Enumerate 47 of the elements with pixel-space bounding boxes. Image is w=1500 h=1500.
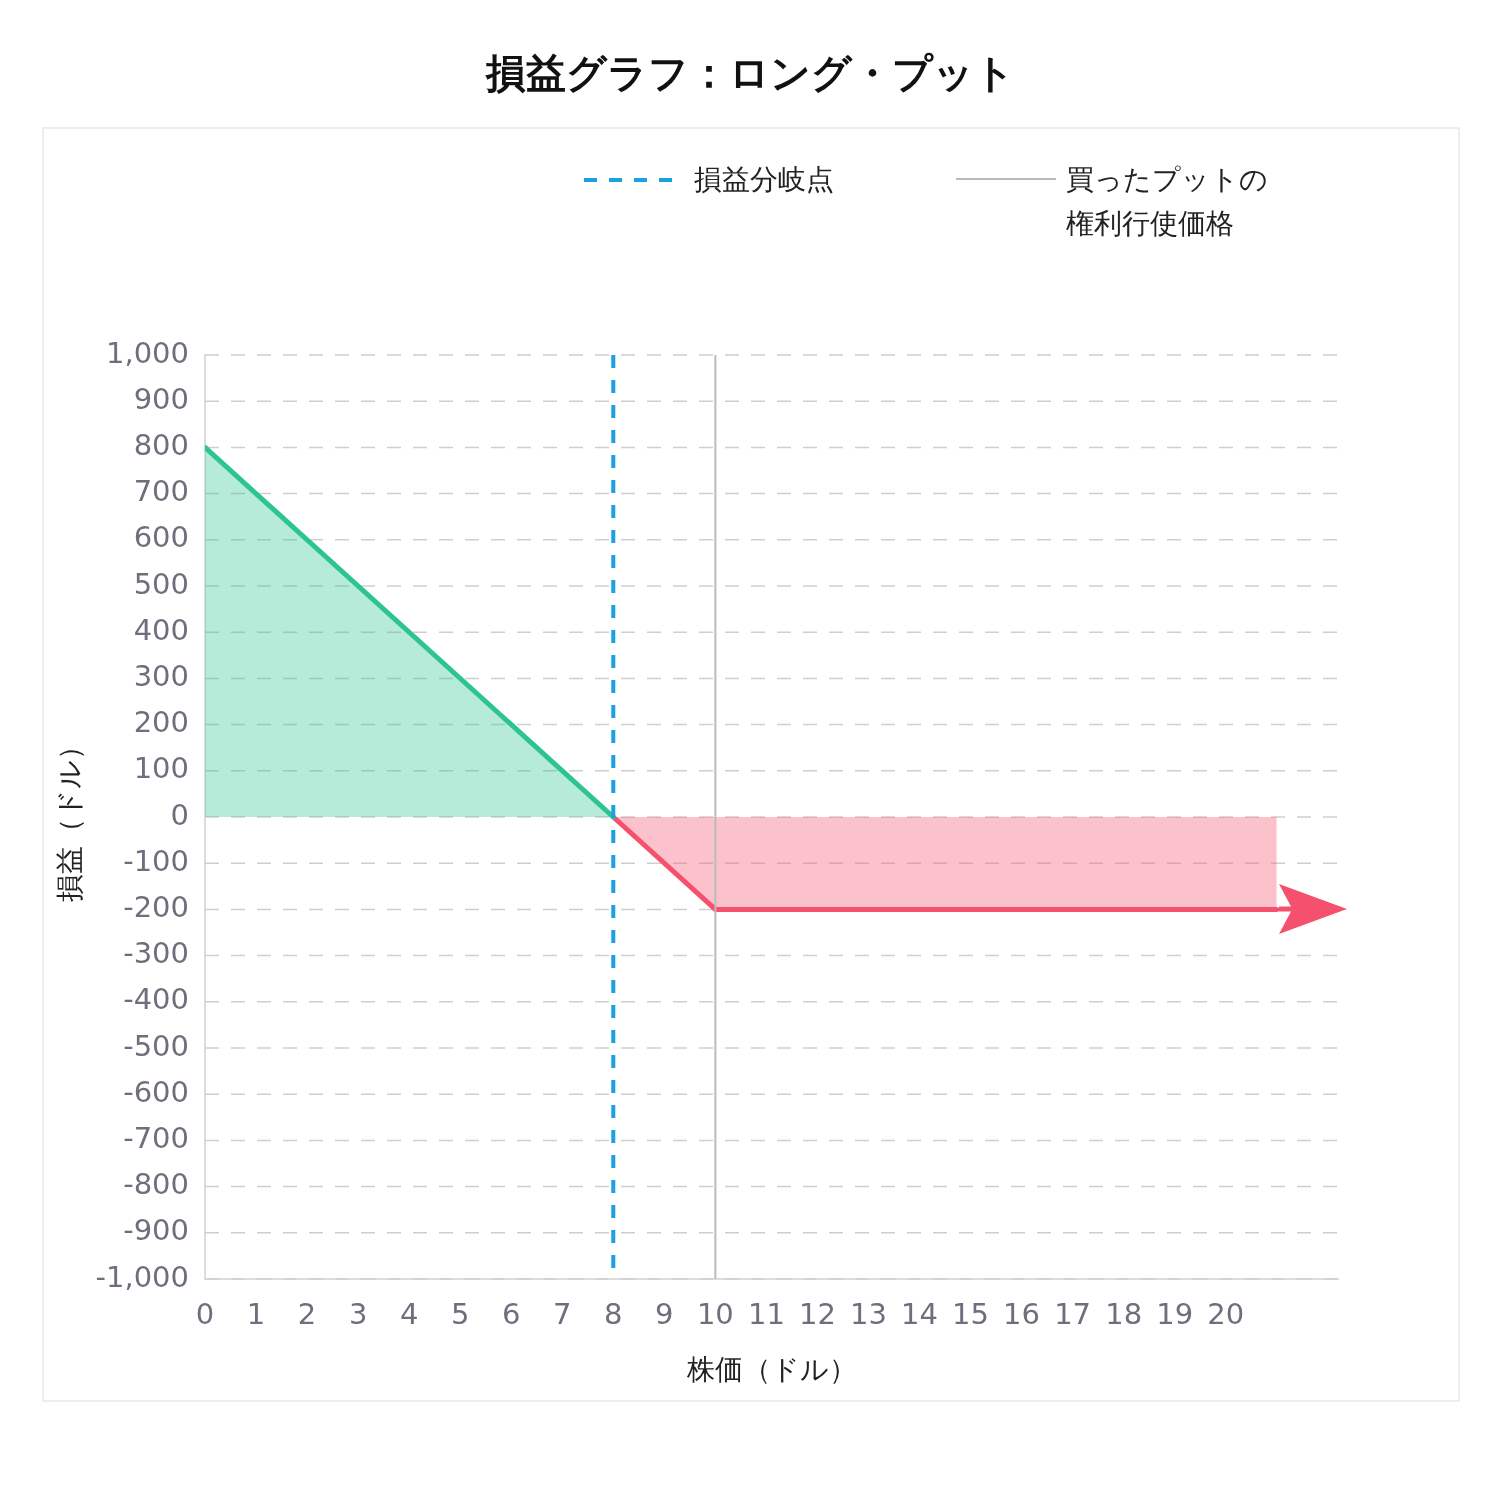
y-tick-label: -200 bbox=[123, 889, 189, 924]
y-tick-label: 300 bbox=[133, 658, 189, 693]
x-tick-label: 17 bbox=[1054, 1296, 1092, 1331]
y-tick-label: 0 bbox=[170, 797, 189, 832]
x-tick-label: 13 bbox=[850, 1296, 887, 1331]
y-tick-label: -900 bbox=[123, 1213, 189, 1248]
y-tick-label: -700 bbox=[123, 1120, 189, 1155]
x-tick-label: 14 bbox=[901, 1296, 938, 1331]
legend-label: 損益分岐点 bbox=[694, 162, 834, 198]
x-tick-label: 0 bbox=[195, 1296, 215, 1331]
y-tick-label: -600 bbox=[123, 1074, 189, 1109]
x-tick-label: 4 bbox=[399, 1296, 419, 1331]
x-tick-label: 6 bbox=[501, 1296, 521, 1331]
x-tick-label: 10 bbox=[696, 1296, 734, 1331]
x-tick-label: 5 bbox=[450, 1296, 470, 1331]
x-tick-label: 18 bbox=[1105, 1296, 1143, 1331]
x-tick-label: 1 bbox=[246, 1296, 266, 1331]
y-tick-label: -400 bbox=[123, 982, 189, 1017]
x-tick-label: 2 bbox=[297, 1296, 317, 1331]
y-tick-label: -1,000 bbox=[95, 1259, 189, 1294]
y-tick-label: 600 bbox=[133, 520, 189, 555]
chart-title: 損益グラフ：ロング・プット bbox=[484, 48, 1016, 98]
y-tick-label: 900 bbox=[133, 381, 189, 416]
x-axis-title: 株価（ドル） bbox=[685, 1353, 857, 1387]
x-tick-label: 15 bbox=[952, 1296, 989, 1331]
x-tick-label: 7 bbox=[553, 1296, 572, 1331]
y-tick-label: 400 bbox=[133, 612, 189, 647]
x-tick-label: 3 bbox=[348, 1296, 368, 1331]
x-tick-label: 16 bbox=[1003, 1296, 1041, 1331]
x-tick-label: 8 bbox=[604, 1296, 623, 1331]
legend-label: 買ったプットの権利行使価格 bbox=[1066, 162, 1269, 242]
x-tick-label: 12 bbox=[798, 1296, 836, 1331]
y-axis-title: 損益（ドル） bbox=[53, 732, 87, 902]
y-tick-label: 200 bbox=[133, 705, 189, 740]
x-tick-label: 11 bbox=[747, 1296, 785, 1331]
y-tick-label: 500 bbox=[133, 566, 189, 601]
y-tick-label: -500 bbox=[123, 1028, 189, 1063]
y-tick-label: -800 bbox=[123, 1167, 189, 1202]
y-tick-label: -100 bbox=[123, 843, 189, 878]
x-tick-label: 9 bbox=[655, 1296, 674, 1331]
y-tick-label: 100 bbox=[133, 751, 189, 786]
x-tick-label: 20 bbox=[1207, 1296, 1245, 1331]
x-tick-label: 19 bbox=[1156, 1296, 1194, 1331]
y-tick-label: 1,000 bbox=[105, 335, 189, 370]
y-tick-label: -300 bbox=[123, 936, 189, 971]
y-tick-label: 800 bbox=[133, 427, 189, 462]
y-tick-label: 700 bbox=[133, 474, 189, 509]
